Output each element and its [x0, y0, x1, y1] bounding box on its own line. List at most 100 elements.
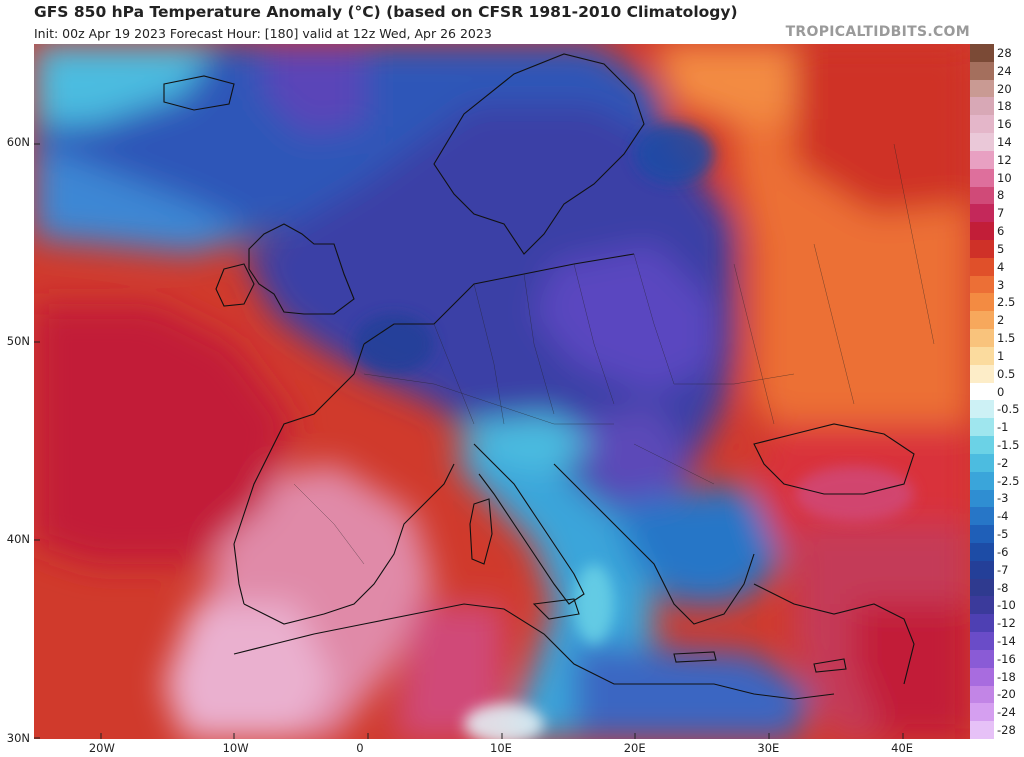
anomaly-map: [34, 44, 970, 739]
colorbar-level-label: -4: [997, 509, 1009, 524]
morocco-hot: [164, 604, 334, 739]
lon-tick-label: 10E: [490, 741, 512, 755]
russia-hot-north: [794, 44, 970, 214]
colorbar-level-label: 6: [997, 224, 1005, 239]
colorbar-level-label: 1: [997, 348, 1005, 363]
sicily: [532, 598, 580, 620]
north-atlantic-cold: [34, 44, 674, 244]
colorbar-level-label: 0.5: [997, 366, 1016, 381]
colorbar-level-label: 7: [997, 206, 1005, 221]
colorbar-level-label: 2.5: [997, 295, 1016, 310]
algeria-warm: [394, 604, 504, 739]
cyprus: [813, 658, 847, 673]
colorbar-swatch: [970, 275, 994, 294]
colorbar-level-label: 0: [997, 384, 1005, 399]
iberia-coast: [243, 463, 455, 625]
colorbar-swatch: [970, 507, 994, 526]
colorbar-level-label: 14: [997, 135, 1012, 149]
colorbar-level-label: -3: [997, 491, 1009, 506]
black-sea-coast: [753, 423, 915, 495]
levant-warm: [854, 604, 970, 739]
ireland-coast: [215, 263, 255, 307]
lat-tick-label: 40N: [6, 532, 30, 547]
colorbar-level-label: 20: [997, 81, 1012, 96]
colorbar-swatch: [970, 115, 994, 134]
colorbar-level-label: 28: [997, 45, 1012, 60]
field-details: [354, 124, 914, 739]
colorbar-level-label: 2: [997, 313, 1005, 328]
iceland-light-blue: [34, 44, 214, 124]
colorbar-level-label: -10: [997, 598, 1016, 613]
colorbar-level-label: -12: [997, 616, 1016, 631]
colorbar-level-label: -14: [997, 633, 1016, 648]
chart-title: GFS 850 hPa Temperature Anomaly (°C) (ba…: [34, 3, 738, 21]
colorbar-level-label: 3: [997, 277, 1005, 292]
colorbar-swatch: [970, 489, 994, 508]
colorbar-swatch: [970, 222, 994, 241]
colorbar-level-label: 10: [997, 170, 1012, 185]
colorbar-swatch: [970, 614, 994, 633]
italy-coast: [473, 443, 585, 605]
colorbar-level-label: -5: [997, 527, 1009, 542]
colorbar-level-label: 16: [997, 117, 1012, 132]
colorbar-level-label: -8: [997, 580, 1009, 595]
colorbar-level-label: -20: [997, 687, 1016, 702]
anatolia-south-coast: [753, 583, 915, 685]
colorbar-swatch: [970, 61, 994, 81]
colorbar-swatch: [970, 364, 994, 384]
lon-tick-label: 20E: [623, 741, 646, 755]
colorbar-swatch: [970, 596, 994, 615]
lon-tick-label: 10W: [222, 741, 249, 755]
lon-tick-label: 40E: [891, 741, 914, 755]
tick-marks: [34, 143, 904, 739]
colorbar-swatch: [970, 240, 994, 259]
colorbar-swatch: [970, 525, 994, 544]
colorbar-swatch: [970, 542, 994, 562]
chart-subtitle: Init: 00z Apr 19 2023 Forecast Hour: [18…: [34, 26, 492, 41]
lon-tick-label: 30E: [757, 741, 780, 755]
colorbar-swatch: [970, 578, 994, 597]
country-borders: [293, 143, 935, 565]
colorbar-level-label: -2.5: [997, 473, 1020, 488]
colorbar-swatch: [970, 560, 994, 580]
colorbar-swatch: [970, 133, 994, 152]
balkan-coast: [553, 463, 755, 625]
colorbar-level-label: 18: [997, 99, 1012, 114]
colorbar-level-label: -18: [997, 669, 1016, 684]
site-watermark: TROPICALTIDBITS.COM: [785, 24, 970, 40]
iceland-coast: [163, 75, 235, 111]
colorbar-level-label: -1.5: [997, 437, 1020, 452]
colorbar-level-label: -7: [997, 562, 1009, 577]
poland-cold-core: [534, 244, 714, 394]
north-atlantic-light-cold: [34, 144, 254, 254]
colorbar-swatch: [970, 667, 994, 687]
colorbar-swatch: [970, 418, 994, 437]
lon-tick-label: 0: [356, 741, 364, 755]
lat-tick-label: 50N: [6, 333, 30, 348]
colorbar-level-label: -16: [997, 651, 1016, 666]
colorbar-level-label: -1: [997, 420, 1009, 435]
colorbar-swatch: [970, 257, 994, 277]
colorbar-legend: 28 24 20 18 16 14 12 10 8 7 6 5 4 3 2.5 2 1.5 1 0.5 0 -0.5 -1…: [970, 44, 1024, 740]
colorbar-swatch: [970, 346, 994, 366]
coastlines: [163, 53, 915, 700]
colorbar-level-label: -0.5: [997, 402, 1020, 417]
colorbar-level-label: -28: [997, 723, 1016, 738]
colorbar-swatch: [970, 150, 994, 170]
colorbar-swatch: [970, 97, 994, 116]
colorbar-swatch: [970, 685, 994, 704]
colorbar-swatch: [970, 453, 994, 473]
colorbar-swatch: [970, 311, 994, 330]
colorbar-level-label: 12: [997, 152, 1012, 167]
colorbar-level-label: -2: [997, 455, 1009, 470]
colorbar-swatch: [970, 382, 994, 401]
latitude-axis: 30N 40N 50N 60N: [0, 0, 34, 757]
colorbar-swatch: [970, 44, 994, 63]
colorbar-swatch: [970, 632, 994, 651]
africa-north-coast: [233, 603, 835, 700]
sardinia-corsica: [469, 498, 493, 565]
anomaly-field: [34, 44, 970, 739]
colorbar-level-label: 4: [997, 259, 1005, 274]
colorbar-swatch: [970, 721, 994, 740]
longitude-axis: 20W 10W 0 10E 20E 30E 40E: [34, 739, 970, 757]
